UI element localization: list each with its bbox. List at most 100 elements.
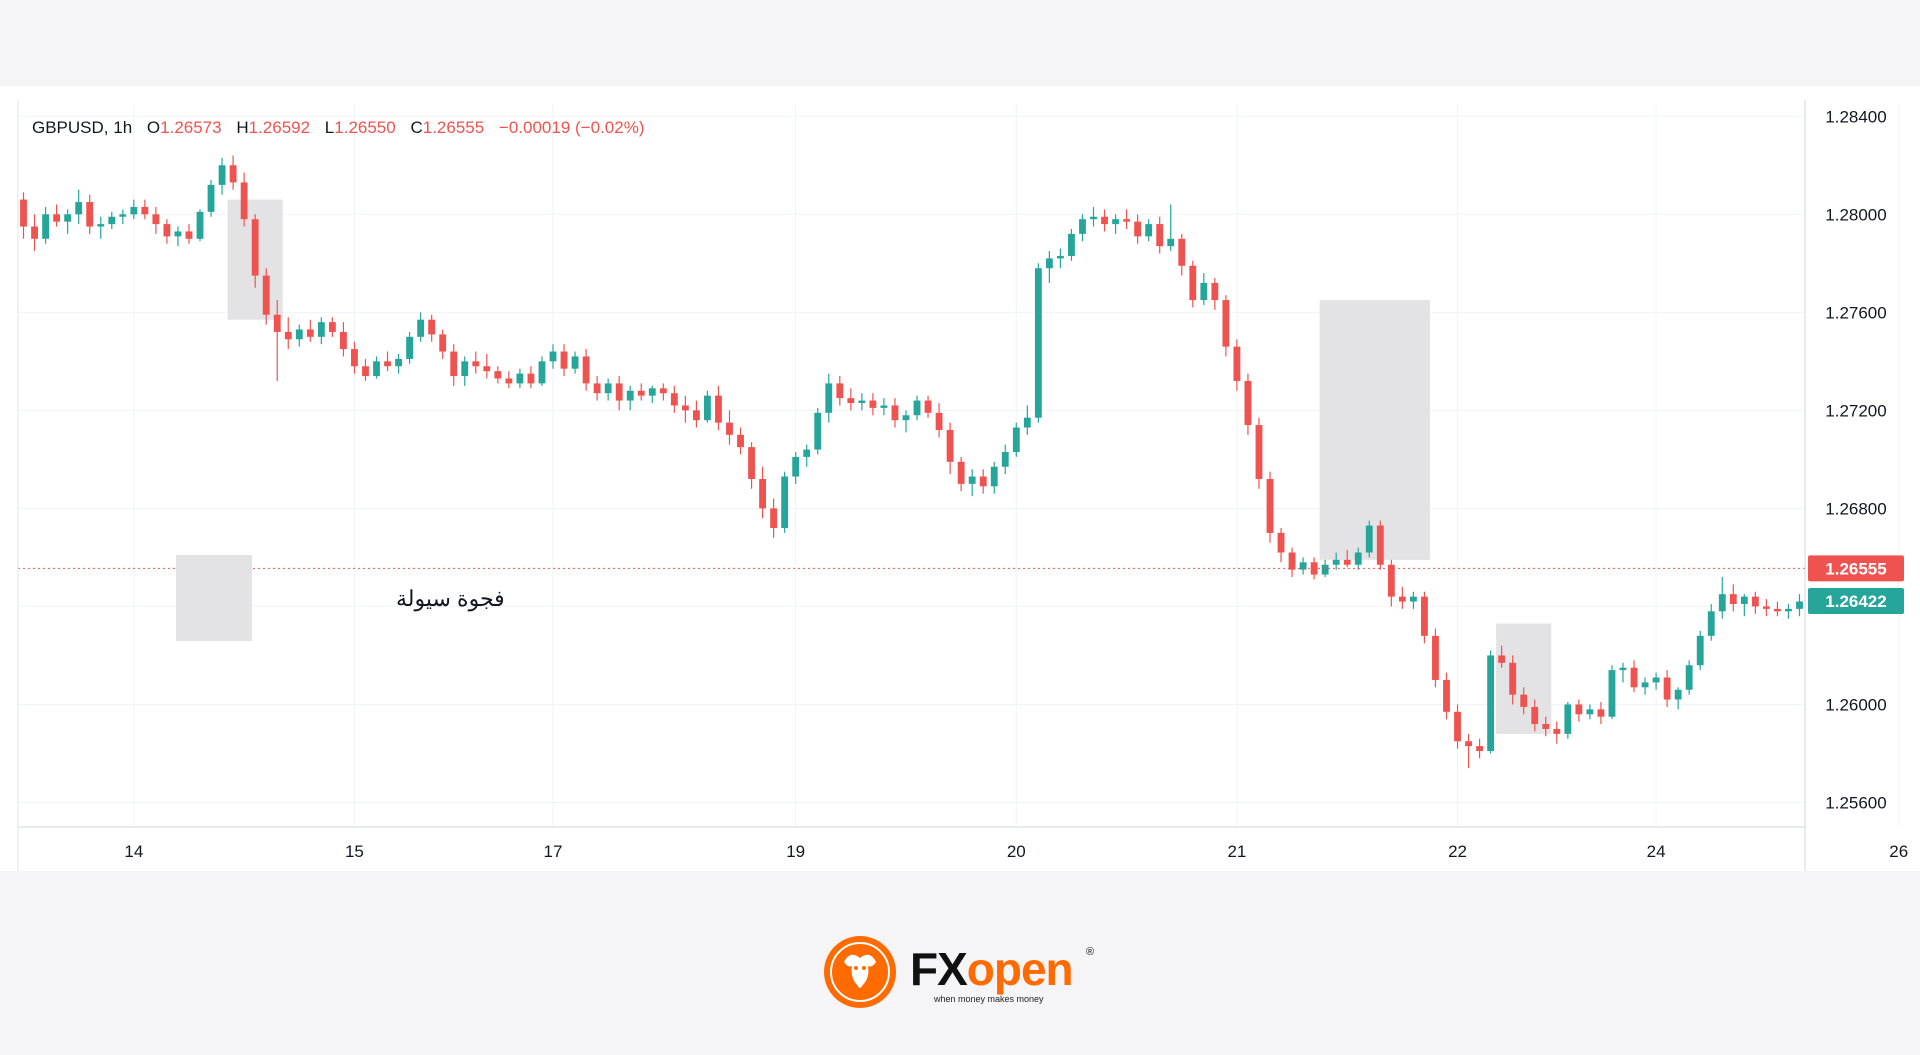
- candle: [1189, 260, 1197, 308]
- candle-body: [1277, 532, 1285, 553]
- candle-body: [317, 322, 325, 337]
- candle: [428, 314, 436, 342]
- candle: [1056, 248, 1064, 269]
- candle: [1145, 219, 1153, 242]
- fxopen-logo: FXopen ® when money makes money: [822, 934, 1102, 1014]
- candle-body: [1608, 670, 1616, 717]
- candle-body: [1255, 425, 1263, 479]
- candle-body: [593, 383, 601, 394]
- candle: [560, 344, 568, 377]
- candle-body: [1365, 525, 1373, 553]
- candle: [1409, 591, 1417, 609]
- candle-body: [229, 165, 237, 183]
- candle: [770, 498, 778, 538]
- candle: [1255, 417, 1263, 489]
- candle: [53, 204, 61, 227]
- y-tick-label: 1.26000: [1825, 695, 1886, 714]
- candle-body: [1101, 216, 1108, 225]
- candle-body: [395, 358, 402, 367]
- candle-body: [207, 184, 215, 212]
- candle: [108, 211, 116, 229]
- candle-body: [1189, 265, 1197, 301]
- candle: [31, 214, 38, 252]
- liquidity-gap-zones: [227, 199, 1552, 734]
- candle: [1001, 444, 1009, 475]
- candle: [1244, 373, 1252, 435]
- candle-body: [869, 400, 877, 408]
- candle-body: [1685, 665, 1693, 690]
- candle-body: [1498, 655, 1506, 663]
- candle: [273, 300, 281, 381]
- candle: [692, 400, 700, 428]
- x-tick-label: 26: [1889, 842, 1908, 861]
- candle-body: [1432, 635, 1439, 680]
- candle: [1222, 295, 1230, 357]
- candle: [1707, 603, 1715, 641]
- legend-interval: 1h: [113, 118, 133, 137]
- x-axis-labels: 14 15 17 19 20 21 22 24 26: [124, 842, 1908, 861]
- candle: [604, 378, 612, 401]
- candle: [1663, 670, 1671, 707]
- candle-body: [1487, 655, 1495, 752]
- candle: [726, 410, 733, 445]
- y-tick-label: 1.27200: [1825, 401, 1886, 420]
- candle: [152, 206, 160, 234]
- candle: [979, 469, 987, 494]
- candle-body: [770, 508, 778, 528]
- candle: [1233, 339, 1241, 391]
- candle-body: [1564, 704, 1572, 734]
- candle: [659, 383, 667, 401]
- candle: [317, 317, 325, 345]
- candle-body: [692, 410, 700, 421]
- candle-body: [328, 322, 336, 332]
- candle-body: [1796, 601, 1803, 609]
- candle-body: [549, 351, 557, 362]
- candle-body: [781, 476, 789, 528]
- candle: [373, 356, 380, 379]
- candle: [1498, 645, 1506, 668]
- candle-body: [42, 214, 49, 239]
- candle: [1542, 716, 1550, 737]
- candle-body: [428, 319, 436, 335]
- candle-body: [1343, 559, 1351, 565]
- candle-body: [935, 412, 943, 430]
- candle-body: [439, 334, 447, 352]
- candle: [306, 319, 314, 342]
- candle: [880, 398, 888, 416]
- candle: [858, 393, 866, 411]
- candle-body: [1354, 552, 1362, 565]
- candle: [836, 376, 844, 406]
- candle: [1387, 559, 1395, 607]
- candle-body: [825, 383, 833, 413]
- candles: [20, 155, 1803, 769]
- candle-body: [1443, 679, 1450, 712]
- legend-low-value: 1.26550: [334, 118, 396, 137]
- brand-open: open: [966, 943, 1074, 995]
- brand-tagline: when money makes money: [934, 994, 1044, 1004]
- candle: [1045, 251, 1053, 283]
- y-axis-labels: 1.256001.260001.264001.268001.272001.276…: [1825, 107, 1886, 812]
- candle-body: [1145, 224, 1153, 237]
- candle-body: [1630, 667, 1638, 688]
- candle-body: [902, 415, 910, 421]
- candle: [1090, 206, 1097, 227]
- candle-body: [152, 214, 160, 225]
- y-tick-label: 1.26800: [1825, 499, 1886, 518]
- candle-body: [1222, 300, 1230, 347]
- candle-body: [968, 476, 976, 484]
- candle: [163, 219, 171, 244]
- candle: [1531, 699, 1539, 732]
- candle-body: [1718, 594, 1726, 612]
- candle: [1343, 550, 1351, 568]
- candle: [86, 194, 94, 234]
- candle: [218, 157, 226, 195]
- candle-body: [880, 405, 888, 408]
- candle-body: [417, 319, 425, 337]
- candle-body: [119, 214, 127, 217]
- candle-body: [1586, 709, 1594, 715]
- candle-body: [196, 211, 204, 239]
- candle-body: [836, 383, 844, 399]
- candle-body: [1542, 724, 1550, 729]
- candle-body: [86, 202, 94, 227]
